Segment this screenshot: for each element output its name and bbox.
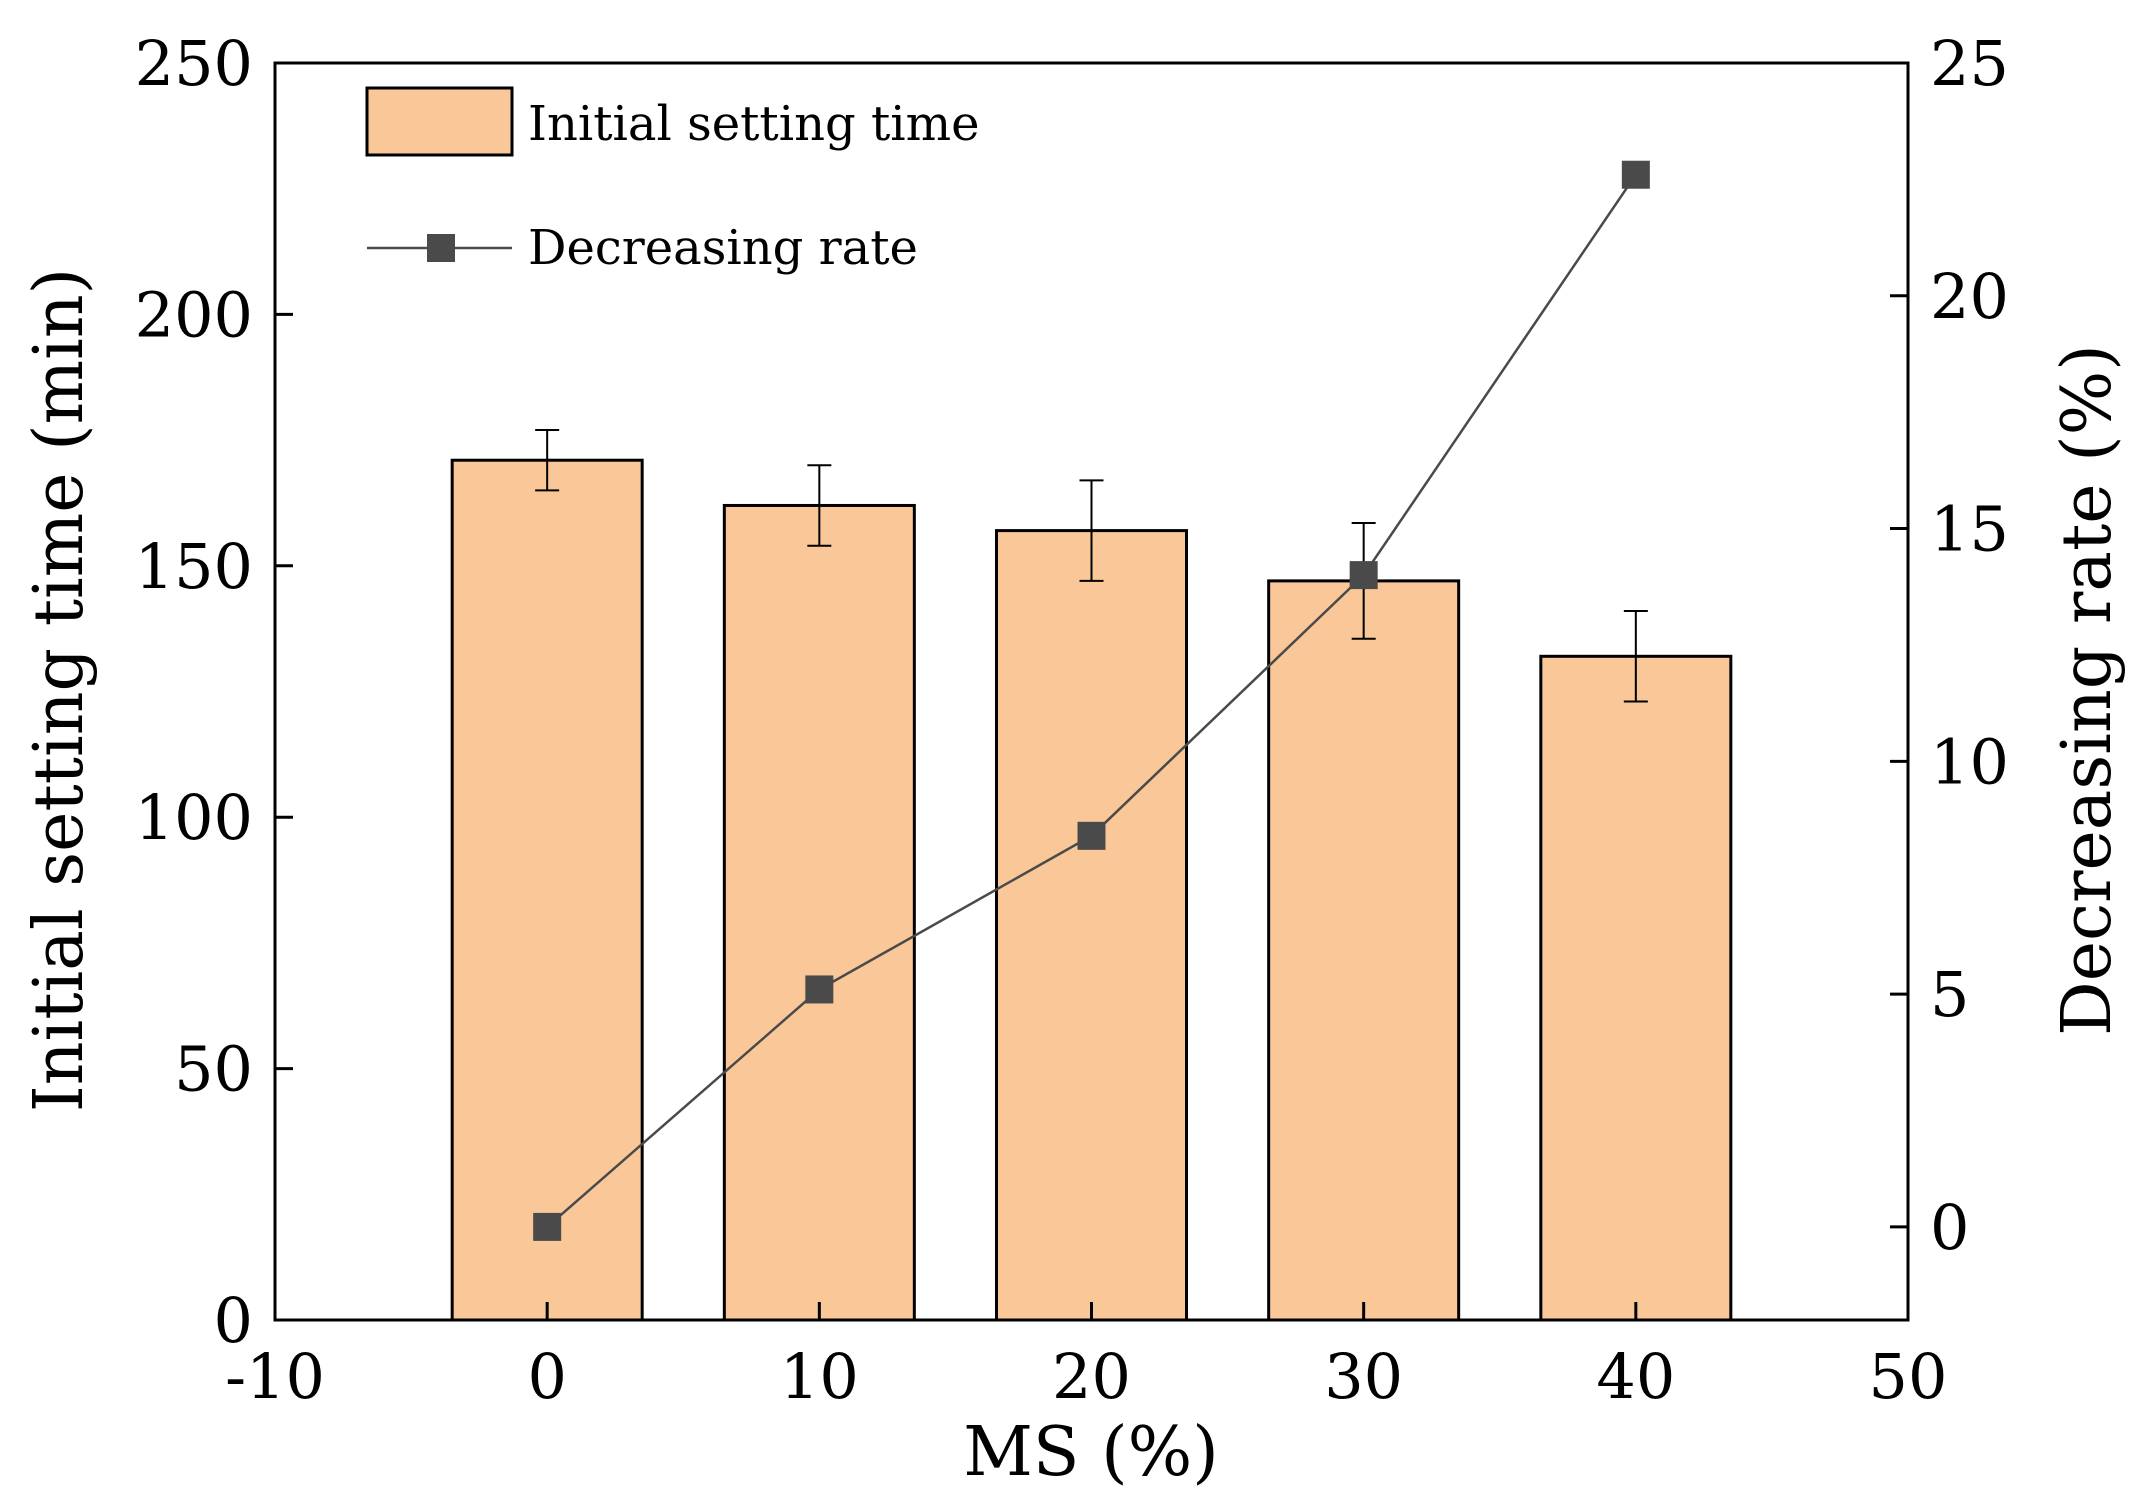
left-axis-label: Initial setting time (min) [20,268,99,1112]
right-tick-label: 20 [1930,260,2009,333]
legend-line-marker [427,234,455,262]
bar-series [450,458,1733,1322]
bar [1539,654,1733,1322]
bar [450,458,644,1322]
line-marker [1621,160,1650,189]
left-tick-label: 100 [135,781,253,854]
bar [1267,579,1461,1322]
bar [722,503,916,1322]
x-tick-label: 40 [1596,1340,1675,1413]
x-axis-ticks: -10 0 10 20 30 40 50 [225,1302,1947,1413]
right-axis-label: Decreasing rate (%) [2048,344,2127,1036]
line-series [533,160,1650,1241]
x-axis-label: MS (%) [963,1413,1219,1492]
bar [995,529,1188,1322]
left-tick-label: 0 [214,1284,253,1357]
line-marker [1349,561,1378,590]
x-tick-label: 30 [1324,1340,1403,1413]
legend-line-label: Decreasing rate [528,220,918,276]
right-tick-label: 10 [1930,725,2009,798]
line-marker [805,975,834,1004]
legend-bar-label: Initial setting time [528,96,980,152]
error-bar-series [535,429,1648,703]
x-tick-label: 10 [780,1340,859,1413]
line-marker [1077,821,1106,850]
legend: Initial setting time Decreasing rate [365,86,980,276]
left-tick-label: 250 [135,27,253,100]
right-tick-label: 0 [1930,1191,1969,1264]
x-tick-label: 20 [1052,1340,1131,1413]
left-tick-label: 50 [174,1033,253,1106]
x-tick-label: 0 [527,1340,566,1413]
x-tick-label: 50 [1869,1340,1948,1413]
right-tick-label: 15 [1930,493,2009,566]
x-tick-label: -10 [225,1340,325,1413]
left-axis-ticks: 0 50 100 150 200 250 [135,27,293,1357]
line-marker [533,1212,562,1241]
right-tick-label: 5 [1930,958,1969,1031]
right-tick-label: 25 [1930,27,2009,100]
left-tick-label: 200 [135,278,253,351]
left-tick-label: 150 [135,530,253,603]
legend-bar-swatch [365,86,514,157]
right-axis-ticks: 0 5 10 15 20 25 [1890,27,2009,1264]
